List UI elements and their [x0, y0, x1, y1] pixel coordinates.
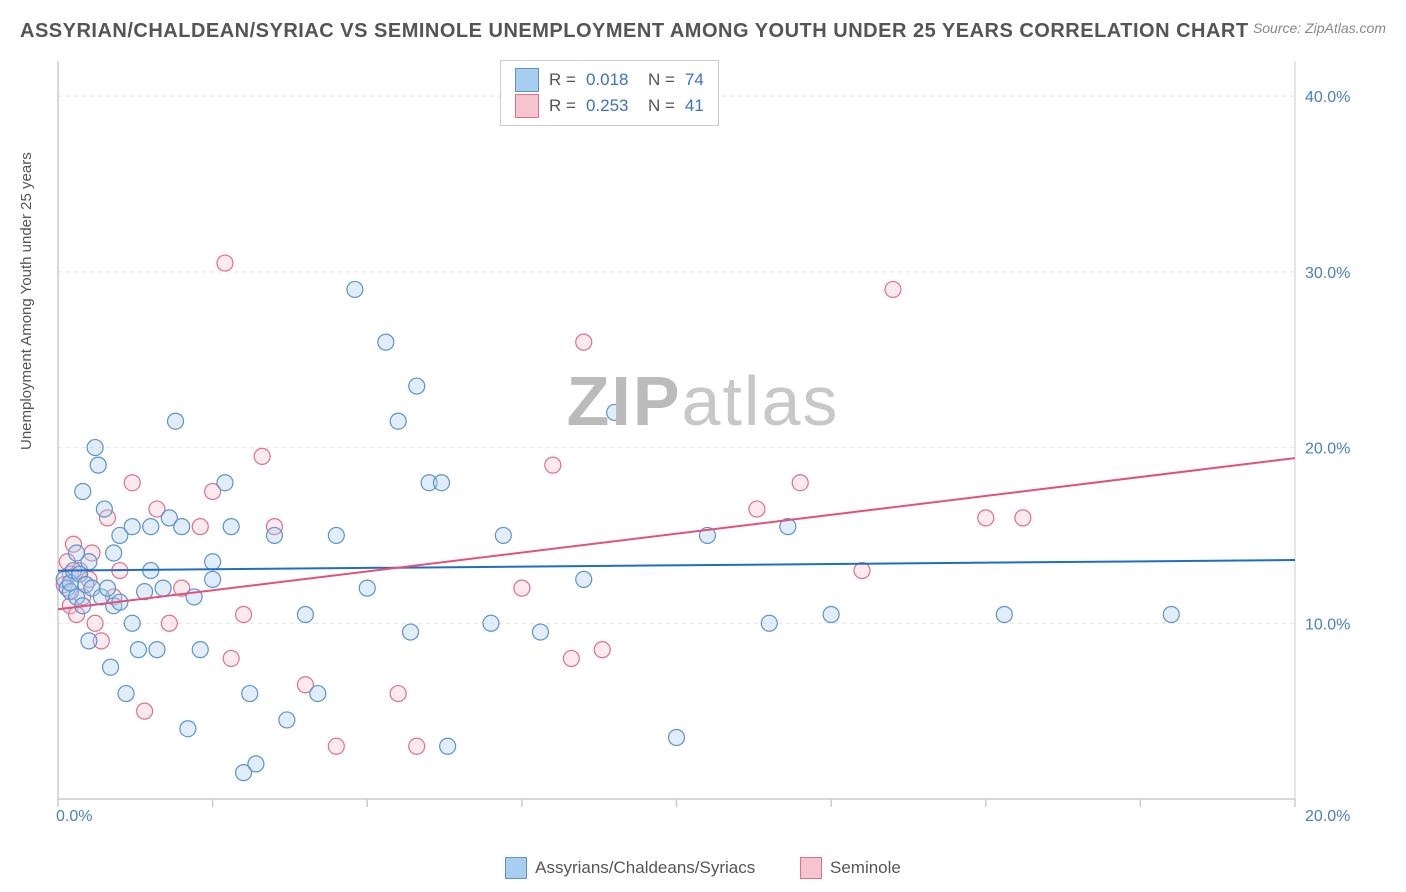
svg-text:20.0%: 20.0% [1305, 808, 1350, 825]
legend-label-0: Assyrians/Chaldeans/Syriacs [535, 858, 755, 878]
svg-text:10.0%: 10.0% [1305, 616, 1350, 633]
legend-swatch-1 [800, 857, 822, 879]
y-axis-label: Unemployment Among Youth under 25 years [18, 152, 35, 450]
svg-text:20.0%: 20.0% [1305, 441, 1350, 458]
legend-item-0: Assyrians/Chaldeans/Syriacs [505, 857, 755, 879]
svg-text:0.0%: 0.0% [56, 808, 92, 825]
legend-swatch-0 [505, 857, 527, 879]
chart-container: ASSYRIAN/CHALDEAN/SYRIAC VS SEMINOLE UNE… [0, 0, 1406, 892]
plot-area: 10.0% 20.0% 30.0% 40.0% 0.0% 20.0% [50, 55, 1350, 825]
source-label: Source: ZipAtlas.com [1253, 20, 1386, 36]
plot-svg: 10.0% 20.0% 30.0% 40.0% 0.0% 20.0% [50, 55, 1350, 825]
chart-title: ASSYRIAN/CHALDEAN/SYRIAC VS SEMINOLE UNE… [20, 20, 1249, 43]
legend-item-1: Seminole [800, 857, 901, 879]
bottom-legend: Assyrians/Chaldeans/Syriacs Seminole [0, 857, 1406, 884]
rn-legend: R =0.018N =74R =0.253N =41 [500, 60, 719, 126]
svg-text:30.0%: 30.0% [1305, 265, 1350, 282]
svg-text:40.0%: 40.0% [1305, 89, 1350, 106]
legend-label-1: Seminole [830, 858, 901, 878]
